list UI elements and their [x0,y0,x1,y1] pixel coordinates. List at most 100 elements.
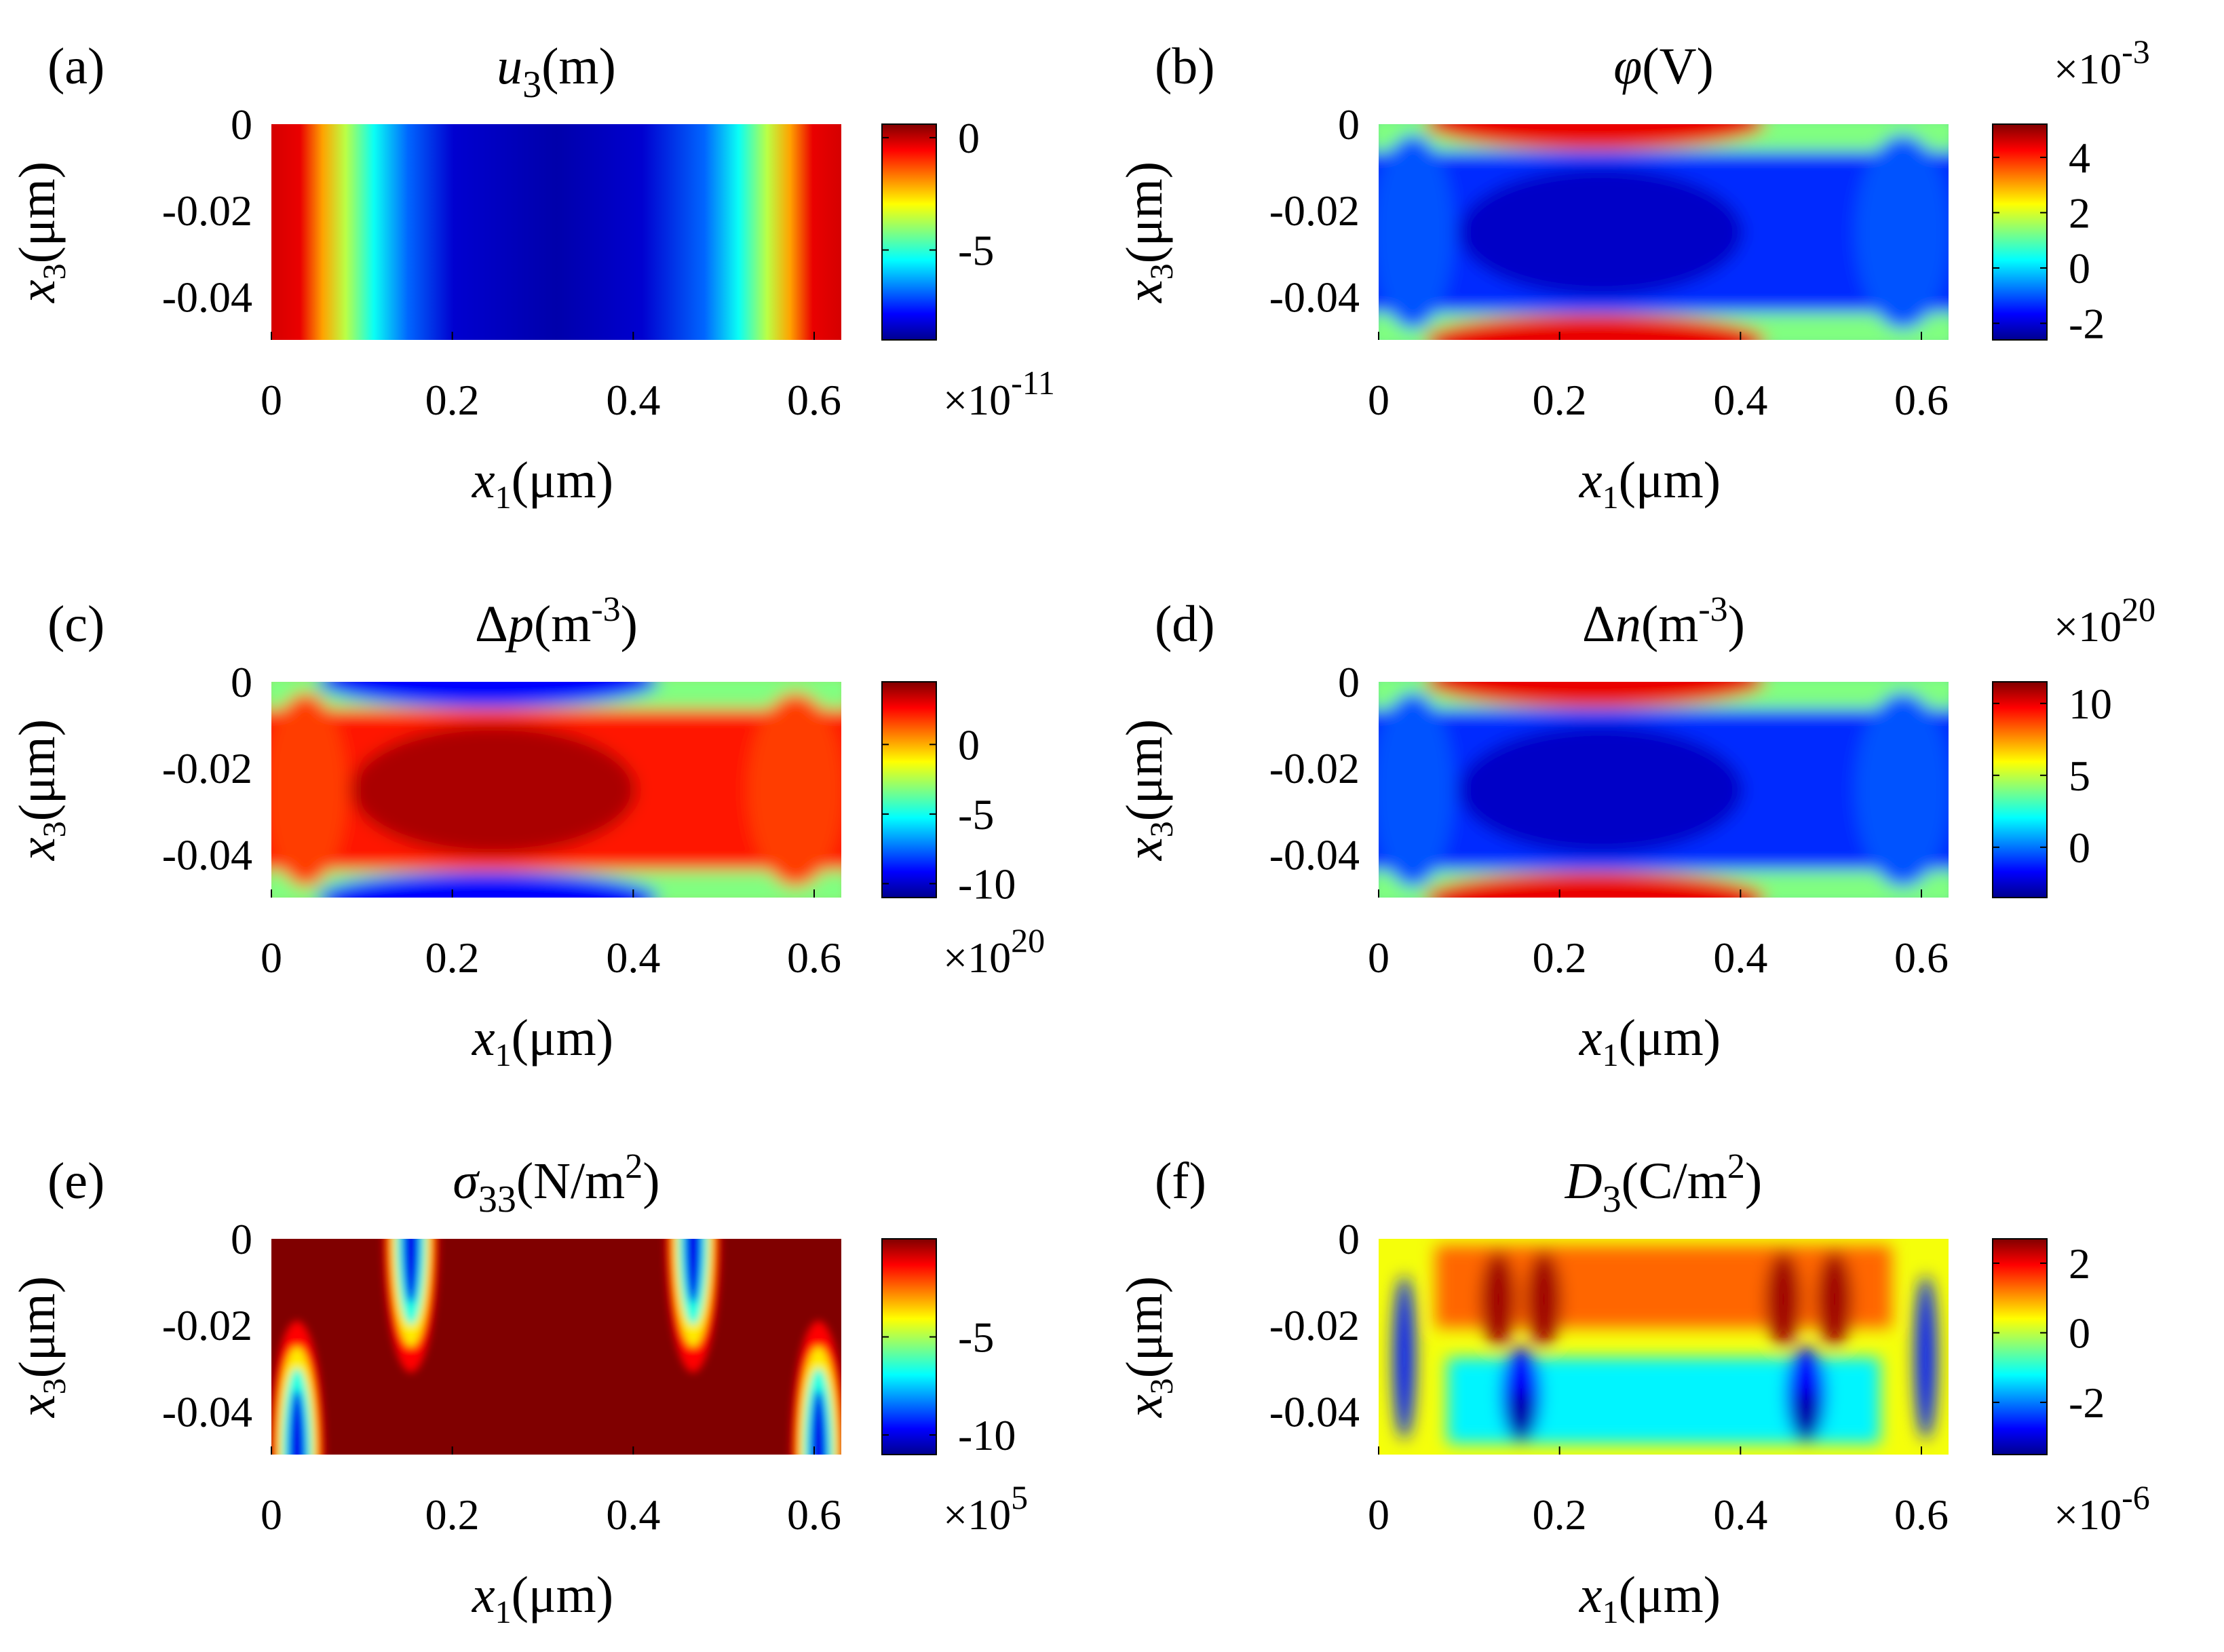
x-tick-label: 0.4 [606,376,660,424]
y-tick-label: -0.04 [162,1387,252,1436]
x-tick-label: 0.4 [1713,376,1767,424]
y-tick-label: -0.02 [162,1301,252,1349]
colorbar-multiplier: ×105 [943,1478,1028,1539]
y-tick-label: -0.04 [1269,1387,1360,1436]
x-axis-label: x1(μm) [472,1567,613,1630]
x-tick-label: 0.6 [787,376,841,424]
x-tick-label: 0.4 [606,1491,660,1539]
y-tick-label: -0.02 [162,187,252,235]
y-tick-label: 0 [1338,1215,1360,1263]
colorbar-multiplier: ×10-11 [943,364,1055,424]
panel-title: Δp(m-3) [475,590,638,653]
colorbar-multiplier: ×10-3 [2054,33,2150,93]
y-axis-label: x3(μm) [9,719,73,861]
heatmap-field [271,1239,841,1455]
colorbar [881,681,937,898]
colorbar-multiplier: ×1020 [943,921,1045,982]
y-tick-label: -0.02 [162,744,252,792]
panel-a: 0 0.2 0.4 0.6 0 -0.02 -0.04 x1(μm) x3(μm) (a) u3(m… [9,38,1055,516]
x-tick-label: 0 [1368,376,1389,424]
x-tick-label: 0.6 [1894,1491,1949,1539]
panel-e: 0 0.2 0.4 0.6 0 -0.02 -0.04 x1(μm) x3(μm) (e) σ33(… [9,1147,1028,1630]
panel-title: D3(C/m2) [1565,1147,1762,1221]
colorbar [1992,681,2048,898]
colorbar [1992,123,2048,341]
y-tick-label: 0 [1338,658,1360,706]
x-axis-label: x1(μm) [1579,1567,1721,1630]
y-tick-label: -0.04 [162,273,252,321]
panel-label: (d) [1155,596,1215,653]
x-tick-label: 0 [261,1491,282,1539]
colorbar-tick-label: -5 [958,227,994,275]
colorbar-tick-label: 0 [2069,824,2090,872]
x-tick-label: 0.4 [1713,934,1767,982]
x-tick-label: 0 [261,376,282,424]
x-tick-label: 0.2 [425,934,480,982]
panel-b: 0 0.2 0.4 0.6 0 -0.02 -0.04 x1(μm) x3(μm) (b) φ(V)… [1116,33,2150,516]
x-tick-label: 0.2 [1533,1491,1587,1539]
y-tick-label: -0.04 [1269,830,1360,879]
y-axis-label: x3(μm) [1116,719,1180,861]
colorbar-tick-label: 2 [2069,189,2090,237]
y-tick-label: 0 [231,658,252,706]
heatmap-field [1379,1239,1949,1455]
y-axis-label: x3(μm) [1116,1276,1180,1418]
x-tick-label: 0.2 [425,1491,480,1539]
colorbar-tick-label: 0 [958,721,980,769]
y-tick-label: -0.02 [1269,1301,1360,1349]
y-axis-label: x3(μm) [9,1276,73,1418]
colorbar-tick-label: 2 [2069,1240,2090,1288]
x-axis-label: x1(μm) [472,1010,613,1073]
x-tick-label: 0.6 [1894,376,1949,424]
panel-d: 0 0.2 0.4 0.6 0 -0.02 -0.04 x1(μm) x3(μm) (d) Δn(m… [1116,590,2155,1073]
panel-label: (e) [47,1153,104,1210]
x-tick-label: 0.6 [787,1491,841,1539]
panel-title: σ33(N/m2) [453,1147,659,1221]
heatmap-field [271,682,841,898]
y-tick-label: 0 [231,100,252,149]
panel-f: 0 0.2 0.4 0.6 0 -0.02 -0.04 x1(μm) x3(μm) (f) D3(C… [1116,1147,2150,1630]
y-tick-label: -0.02 [1269,187,1360,235]
x-tick-label: 0.2 [1533,934,1587,982]
y-axis-label: x3(μm) [1116,161,1180,303]
y-axis-label: x3(μm) [9,161,73,303]
colorbar-tick-label: -2 [2069,1379,2105,1427]
panel-title: u3(m) [497,38,616,106]
colorbar-tick-label: -5 [958,1313,994,1362]
colorbar [1992,1238,2048,1455]
colorbar-tick-label: -2 [2069,300,2105,348]
x-tick-label: 0.4 [1713,1491,1767,1539]
colorbar-tick-label: 0 [2069,1309,2090,1357]
colorbar-tick-label: -10 [958,1411,1016,1459]
x-tick-label: 0 [1368,934,1389,982]
colorbar-tick-label: 10 [2069,680,2112,728]
colorbar-tick-label: -10 [958,860,1016,908]
x-tick-label: 0.6 [787,934,841,982]
x-tick-label: 0.4 [606,934,660,982]
y-tick-label: -0.04 [1269,273,1360,321]
x-tick-label: 0 [1368,1491,1389,1539]
x-tick-label: 0.6 [1894,934,1949,982]
heatmap-field [1379,682,1949,898]
y-tick-label: -0.02 [1269,744,1360,792]
colorbar-multiplier: ×1020 [2054,590,2155,651]
heatmap-field [271,124,841,340]
panel-title: φ(V) [1613,38,1714,95]
heatmap-field [1379,124,1949,340]
colorbar-tick-label: -5 [958,790,994,839]
y-tick-label: 0 [1338,100,1360,149]
colorbar-tick-label: 4 [2069,134,2090,182]
panel-label: (a) [47,38,104,95]
colorbar-tick-label: 5 [2069,752,2090,800]
x-axis-label: x1(μm) [1579,1010,1721,1073]
panel-label: (c) [47,596,104,653]
x-tick-label: 0.2 [425,376,480,424]
colorbar [881,1238,937,1455]
colorbar-multiplier: ×10-6 [2054,1478,2150,1539]
panel-label: (b) [1155,38,1215,95]
colorbar-tick-label: 0 [2069,244,2090,292]
panel-label: (f) [1155,1153,1206,1210]
colorbar [881,123,937,341]
y-tick-label: 0 [231,1215,252,1263]
